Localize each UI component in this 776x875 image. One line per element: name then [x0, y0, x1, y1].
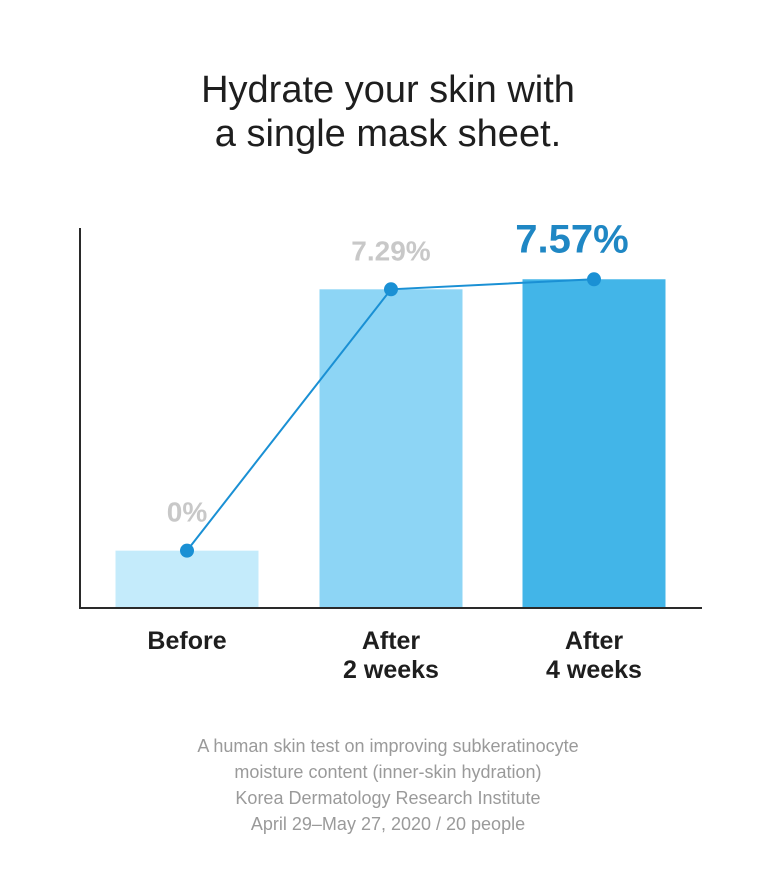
footnote-line-4: April 29–May 27, 2020 / 20 people	[250, 814, 526, 834]
data-point-2	[384, 282, 398, 297]
category-label-2-line-2: 2 weeks	[343, 656, 439, 684]
study-footnote: A human skin test on improving subkerati…	[0, 733, 776, 837]
bar-3	[522, 279, 666, 608]
footnote-line-2: moisture content (inner-skin hydration)	[234, 762, 542, 782]
chart-title: Hydrate your skin with a single mask she…	[0, 68, 776, 156]
category-label-3: After 4 weeks	[546, 627, 642, 684]
footnote-line-3: Korea Dermatology Research Institute	[235, 788, 541, 808]
category-label-1-line-1: Before	[147, 627, 226, 655]
category-label-2-line-1: After	[362, 627, 421, 655]
category-label-3-line-1: After	[565, 627, 624, 655]
category-label-2: After 2 weeks	[343, 627, 439, 684]
data-point-3	[587, 272, 601, 287]
category-label-3-line-2: 4 weeks	[546, 656, 642, 684]
bar-1	[115, 550, 259, 608]
chart-title-line-2: a single mask sheet.	[214, 113, 562, 155]
data-label-2: 7.29%	[351, 235, 430, 266]
footnote-line-1: A human skin test on improving subkerati…	[197, 736, 579, 756]
data-label-1: 0%	[167, 497, 208, 528]
data-point-1	[180, 543, 194, 558]
data-label-3: 7.57%	[515, 217, 628, 261]
chart-title-line-1: Hydrate your skin with	[201, 69, 575, 111]
category-label-1: Before	[147, 627, 226, 655]
bar-2	[319, 289, 463, 608]
